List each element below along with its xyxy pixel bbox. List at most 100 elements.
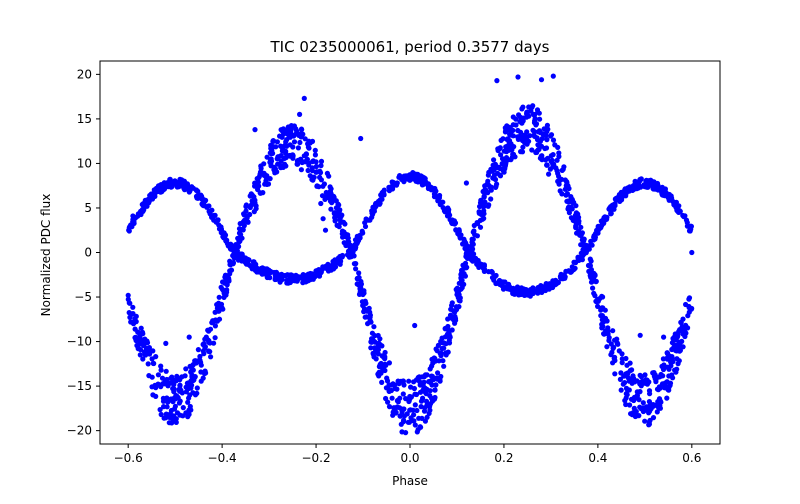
- data-point: [656, 374, 663, 380]
- data-point: [677, 342, 683, 348]
- data-point: [619, 360, 625, 366]
- data-point: [190, 367, 196, 373]
- data-point: [279, 134, 285, 140]
- data-point: [475, 257, 481, 264]
- data-point: [555, 178, 561, 184]
- data-point: [198, 194, 205, 201]
- data-point: [585, 262, 592, 269]
- data-point: [524, 129, 530, 135]
- data-point: [443, 350, 449, 356]
- data-point: [375, 198, 382, 204]
- data-point: [598, 313, 604, 319]
- data-point: [470, 229, 476, 235]
- data-point: [539, 135, 545, 142]
- data-point: [275, 154, 281, 160]
- data-point: [497, 279, 503, 285]
- data-point: [609, 349, 615, 355]
- data-point: [155, 372, 161, 378]
- data-point: [534, 135, 540, 141]
- data-point: [197, 359, 203, 365]
- axes: −0.6 −0.4 −0.2 0.0 0.2 0.4 0.6 −20 −15 −10 −5 0 5 10 1…: [67, 60, 721, 465]
- data-point: [452, 320, 458, 326]
- outlier-point: [297, 111, 303, 117]
- data-point: [298, 126, 305, 132]
- data-point: [176, 400, 182, 406]
- data-point: [682, 213, 688, 219]
- data-point: [430, 360, 436, 366]
- y-tick-label: −10: [67, 335, 92, 349]
- data-point: [622, 380, 628, 386]
- data-point: [486, 169, 492, 175]
- data-point: [142, 204, 148, 210]
- data-point: [403, 173, 409, 179]
- data-point: [433, 382, 439, 388]
- data-point: [627, 402, 633, 408]
- data-point: [459, 268, 465, 274]
- data-point: [353, 266, 359, 272]
- data-point: [158, 411, 164, 418]
- data-point: [212, 335, 218, 341]
- data-point: [617, 376, 624, 382]
- data-point: [497, 172, 503, 178]
- data-point: [386, 388, 392, 394]
- data-point: [205, 203, 211, 209]
- data-point: [133, 336, 139, 342]
- data-point: [227, 268, 233, 274]
- data-point: [577, 255, 583, 261]
- y-tick-label: 5: [84, 201, 92, 215]
- data-point: [309, 165, 315, 171]
- data-point: [675, 332, 681, 338]
- data-point: [371, 338, 377, 344]
- data-point: [296, 132, 302, 138]
- data-point: [406, 378, 412, 384]
- data-point: [596, 226, 602, 232]
- data-point: [612, 354, 618, 360]
- data-point: [449, 220, 455, 226]
- data-point: [145, 361, 151, 367]
- data-point: [517, 133, 523, 139]
- y-tick-label: 15: [77, 112, 92, 126]
- data-point: [220, 234, 226, 240]
- data-point: [384, 375, 390, 381]
- x-axis-label: Phase: [392, 474, 428, 488]
- data-point: [536, 146, 542, 152]
- data-point: [415, 179, 421, 185]
- data-point: [164, 404, 170, 410]
- x-tick-label: 0.4: [588, 451, 607, 465]
- data-point: [568, 215, 575, 221]
- data-point: [177, 386, 183, 392]
- data-point: [139, 329, 146, 335]
- data-point: [150, 392, 156, 398]
- data-point: [303, 151, 309, 157]
- data-point: [598, 307, 604, 313]
- data-point: [488, 184, 494, 190]
- data-point: [593, 230, 599, 237]
- data-point: [513, 122, 519, 128]
- data-point: [482, 267, 488, 273]
- data-point: [351, 261, 357, 267]
- data-point: [498, 152, 504, 158]
- data-point: [170, 399, 176, 405]
- x-tick-label: 0.6: [682, 451, 701, 465]
- data-point: [226, 278, 232, 284]
- data-point: [414, 429, 420, 435]
- data-point: [565, 204, 572, 210]
- data-point: [331, 210, 337, 216]
- data-point: [284, 137, 290, 143]
- data-point: [455, 295, 461, 301]
- data-point: [590, 285, 596, 291]
- data-point: [599, 317, 605, 323]
- data-point: [416, 374, 422, 380]
- data-point: [637, 178, 643, 184]
- data-point: [245, 219, 251, 225]
- data-point: [437, 192, 443, 199]
- data-point: [407, 407, 414, 413]
- data-point: [275, 272, 281, 278]
- data-point: [517, 114, 524, 120]
- data-point: [187, 403, 193, 410]
- data-point: [685, 325, 691, 331]
- data-point: [201, 351, 207, 357]
- data-point: [328, 186, 334, 192]
- data-point: [408, 172, 414, 178]
